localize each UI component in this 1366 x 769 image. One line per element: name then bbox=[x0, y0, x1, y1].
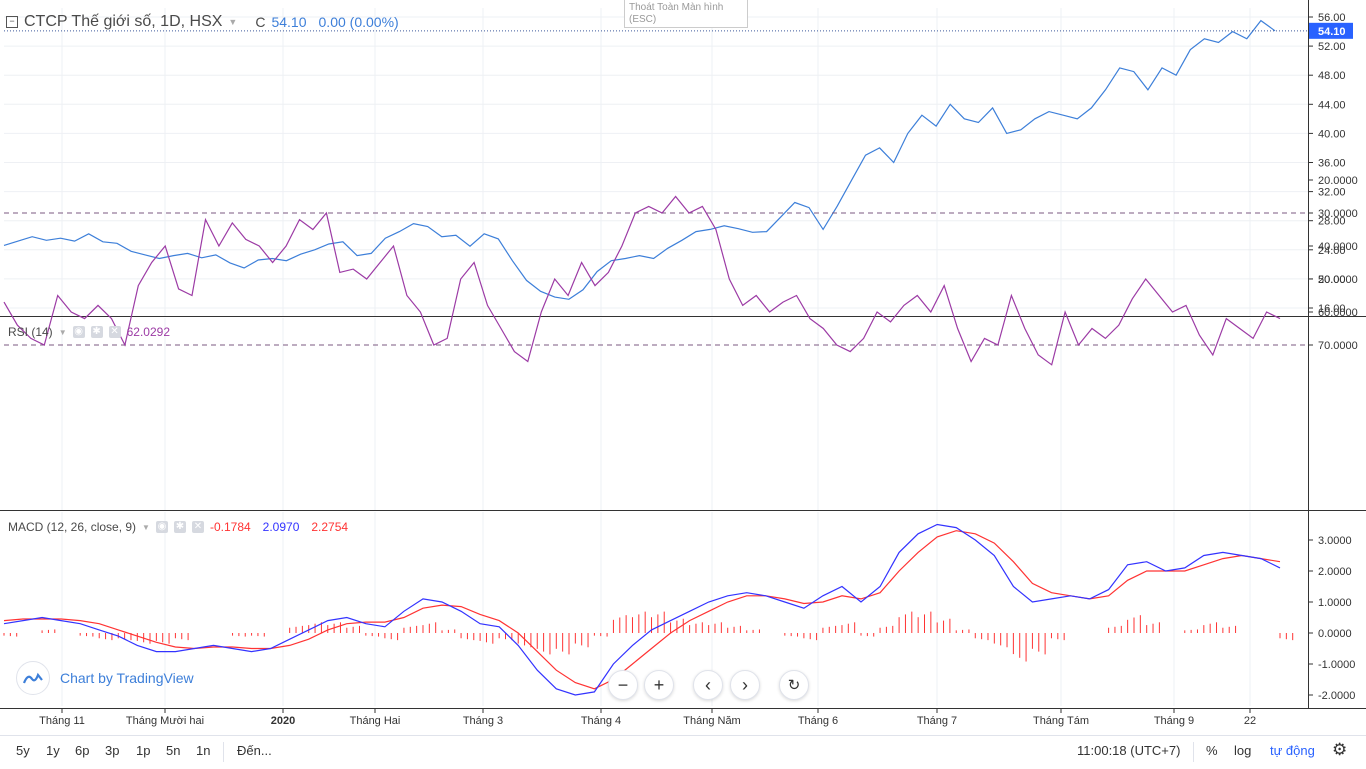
macd-axis-label: 3.0000 bbox=[1318, 535, 1352, 547]
time-axis-label: Tháng Hai bbox=[350, 715, 401, 727]
rsi-axis-label: 30.0000 bbox=[1318, 208, 1358, 220]
rsi-close-icon[interactable]: ✕ bbox=[108, 326, 121, 338]
macd-visibility-icon[interactable]: ◉ bbox=[155, 521, 168, 533]
scroll-left-button[interactable]: ‹ bbox=[693, 670, 723, 700]
time-axis-label: 2020 bbox=[271, 715, 295, 727]
time-axis-label: Tháng Mười hai bbox=[126, 715, 204, 727]
reset-icon: ↻ bbox=[787, 677, 801, 694]
price-axis-label: 52.00 bbox=[1318, 41, 1346, 53]
toolbar-divider bbox=[223, 742, 224, 762]
symbol-menu-chevron-icon[interactable]: ▼ bbox=[228, 17, 238, 27]
rsi-chevron-icon[interactable]: ▼ bbox=[58, 327, 67, 337]
time-axis-label: 22 bbox=[1244, 715, 1256, 727]
macd-axis-label: 2.0000 bbox=[1318, 566, 1352, 578]
range-1n[interactable]: 1n bbox=[196, 743, 211, 758]
last-price-badge bbox=[1309, 22, 1353, 39]
rsi-visibility-icon[interactable]: ◉ bbox=[72, 326, 85, 338]
time-axis-label: Tháng 3 bbox=[463, 715, 503, 727]
macd-settings-icon[interactable]: ✱ bbox=[173, 521, 186, 533]
price-axis-label: 24.00 bbox=[1318, 245, 1346, 257]
time-axis-label: Tháng 6 bbox=[798, 715, 838, 727]
price-axis-label: 44.00 bbox=[1318, 99, 1346, 111]
close-value: 54.10 bbox=[271, 14, 307, 30]
range-5y[interactable]: 5y bbox=[16, 743, 30, 758]
time-axis-label: Tháng 11 bbox=[39, 715, 85, 727]
range-6p[interactable]: 6p bbox=[75, 743, 90, 758]
time-axis-label: Tháng 4 bbox=[581, 715, 621, 727]
time-axis-label: Tháng 7 bbox=[917, 715, 957, 727]
minus-icon: − bbox=[617, 674, 629, 695]
time-axis-label: Tháng 9 bbox=[1154, 715, 1194, 727]
goto-date-button[interactable]: Đến... bbox=[237, 743, 272, 758]
macd-axis-label: -2.0000 bbox=[1318, 690, 1355, 702]
macd-close-icon[interactable]: ✕ bbox=[191, 521, 204, 533]
rsi-value: 62.0292 bbox=[126, 325, 170, 339]
chevron-right-icon: › bbox=[742, 674, 748, 695]
tradingview-logo-icon bbox=[16, 661, 50, 695]
rsi-axis-label: 20.0000 bbox=[1318, 175, 1358, 187]
range-1p[interactable]: 1p bbox=[136, 743, 151, 758]
macd-axis-label: -1.0000 bbox=[1318, 659, 1355, 671]
rsi-axis-label: 60.0000 bbox=[1318, 307, 1358, 319]
macd-title[interactable]: MACD (12, 26, close, 9) bbox=[8, 520, 137, 534]
collapse-icon[interactable]: − bbox=[6, 16, 18, 28]
macd-legend: MACD (12, 26, close, 9) ▼ ◉ ✱ ✕ -0.1784 … bbox=[8, 520, 348, 534]
fullscreen-exit-tooltip: Thoát Toàn Màn hình (ESC) bbox=[624, 0, 748, 28]
price-axis-label: 32.00 bbox=[1318, 187, 1346, 199]
symbol-header: − CTCP Thế giới số, 1D, HSX ▼ C 54.10 0.… bbox=[6, 13, 399, 31]
price-axis-label: 36.00 bbox=[1318, 158, 1346, 170]
rsi-axis-label: 70.0000 bbox=[1318, 340, 1358, 352]
price-axis-label: 20.00 bbox=[1318, 274, 1346, 286]
price-axis-label: 16.00 bbox=[1318, 303, 1346, 315]
macd-line bbox=[3, 523, 1281, 696]
price-axis-label: 56.00 bbox=[1318, 12, 1346, 24]
price-axis-label: 48.00 bbox=[1318, 70, 1346, 82]
macd-axis-label: 0.0000 bbox=[1318, 628, 1352, 640]
toolbar-divider-2 bbox=[1193, 742, 1194, 762]
symbol-title[interactable]: CTCP Thế giới số, 1D, HSX bbox=[24, 13, 223, 30]
tradingview-watermark[interactable]: Chart by TradingView bbox=[16, 661, 194, 695]
plus-icon: + bbox=[653, 674, 665, 695]
price-axis-label: 28.00 bbox=[1318, 216, 1346, 228]
rsi-line bbox=[3, 195, 1281, 366]
rsi-axis-label: 50.0000 bbox=[1318, 274, 1358, 286]
macd-histogram-value: -0.1784 bbox=[209, 520, 251, 534]
close-prefix: C bbox=[255, 14, 266, 30]
time-axis-label: Tháng Năm bbox=[683, 715, 740, 727]
range-1y[interactable]: 1y bbox=[46, 743, 60, 758]
last-price-label: 54.10 bbox=[1318, 26, 1346, 38]
bottom-toolbar: 5y 1y 6p 3p 1p 5n 1n Đến... 11:00:18 (UT… bbox=[0, 735, 1366, 769]
price-line bbox=[3, 19, 1276, 300]
clock[interactable]: 11:00:18 (UTC+7) bbox=[1077, 743, 1181, 758]
percent-toggle[interactable]: % bbox=[1206, 743, 1218, 758]
rsi-title[interactable]: RSI (14) bbox=[8, 325, 53, 339]
watermark-text: Chart by TradingView bbox=[60, 670, 194, 686]
rsi-axis-label: 40.0000 bbox=[1318, 241, 1358, 253]
time-axis-label: Tháng Tám bbox=[1033, 715, 1089, 727]
zoom-in-button[interactable]: + bbox=[644, 670, 674, 700]
rsi-settings-icon[interactable]: ✱ bbox=[90, 326, 103, 338]
macd-chevron-icon[interactable]: ▼ bbox=[142, 522, 150, 532]
price-change: 0.00 (0.00%) bbox=[318, 14, 399, 30]
tooltip-line-2: (ESC) bbox=[629, 14, 657, 25]
rsi-legend: RSI (14) ▼ ◉ ✱ ✕ 62.0292 bbox=[8, 325, 170, 339]
range-3p[interactable]: 3p bbox=[105, 743, 120, 758]
zoom-out-button[interactable]: − bbox=[608, 670, 638, 700]
macd-signal-line bbox=[3, 530, 1281, 690]
scroll-right-button[interactable]: › bbox=[730, 670, 760, 700]
macd-axis-label: 1.0000 bbox=[1318, 597, 1352, 609]
chevron-left-icon: ‹ bbox=[705, 674, 711, 695]
tooltip-line-1: Thoát Toàn Màn hình bbox=[629, 2, 724, 13]
macd-line-value: 2.0970 bbox=[262, 520, 300, 534]
price-axis-label: 40.00 bbox=[1318, 128, 1346, 140]
range-5n[interactable]: 5n bbox=[166, 743, 181, 758]
macd-signal-value: 2.2754 bbox=[311, 520, 349, 534]
gear-icon[interactable]: ⚙ bbox=[1332, 740, 1348, 759]
reset-chart-button[interactable]: ↻ bbox=[779, 670, 809, 700]
auto-scale-toggle[interactable]: tự động bbox=[1270, 743, 1315, 758]
log-toggle[interactable]: log bbox=[1234, 743, 1252, 758]
